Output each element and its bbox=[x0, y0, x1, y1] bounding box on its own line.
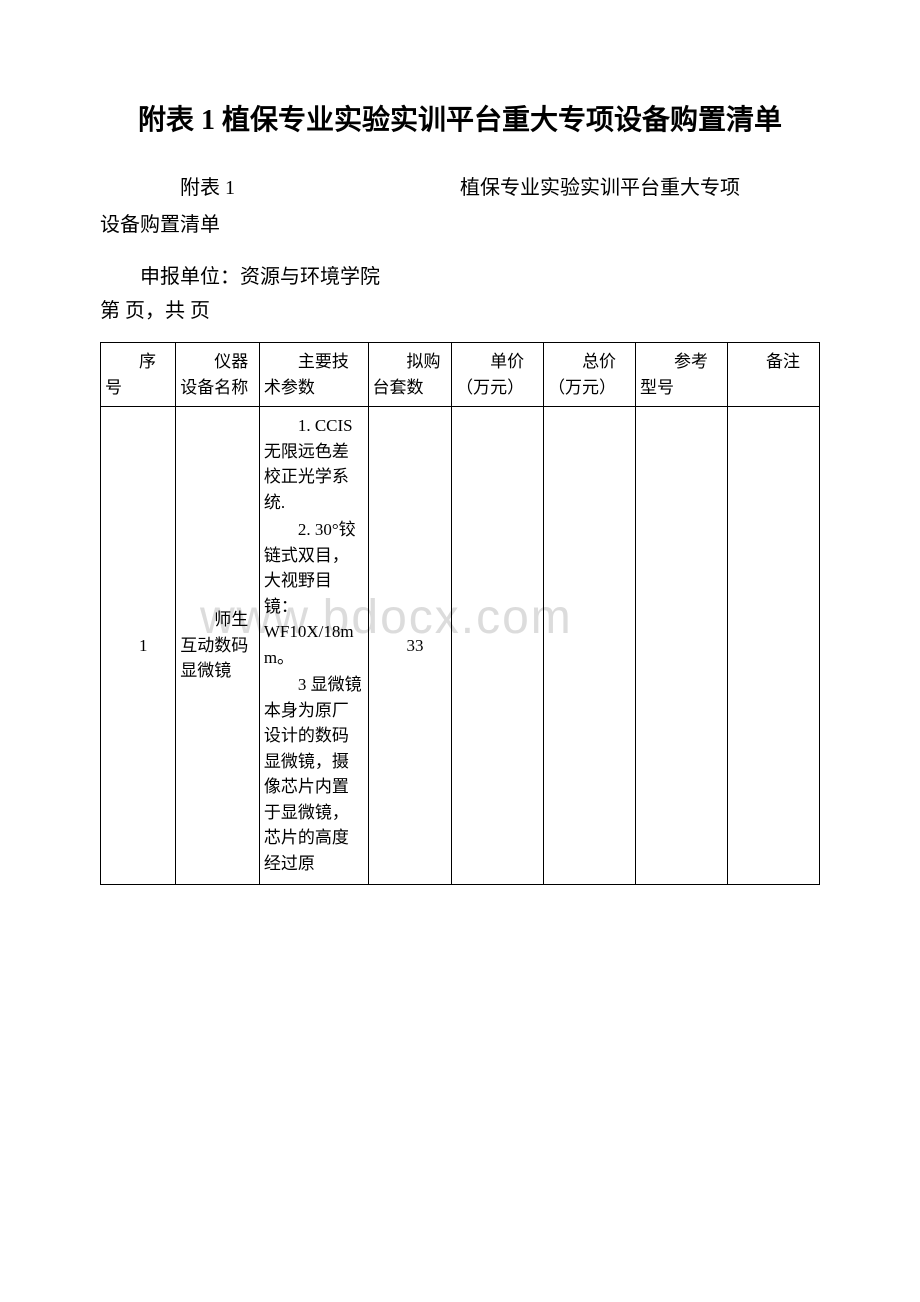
tech-item: 2. 30°铰链式双目，大视野目镜：WF10X/18mm。 bbox=[264, 517, 364, 670]
cell-tech: 1. CCIS无限远色差校正光学系统. 2. 30°铰链式双目，大视野目镜：WF… bbox=[259, 407, 368, 885]
subtitle-left: 附表 1 bbox=[140, 172, 235, 204]
header-name: 仪器设备名称 bbox=[176, 343, 260, 407]
header-note: 备注 bbox=[727, 343, 819, 407]
cell-model bbox=[636, 407, 728, 885]
header-qty: 拟购台套数 bbox=[368, 343, 452, 407]
header-tech: 主要技术参数 bbox=[259, 343, 368, 407]
header-seq: 序号 bbox=[101, 343, 176, 407]
equipment-table: 序号 仪器设备名称 主要技术参数 拟购台套数 单价（万元） 总价（万元） 参考型… bbox=[100, 342, 820, 885]
tech-item: 1. CCIS无限远色差校正光学系统. bbox=[264, 413, 364, 515]
cell-total-price bbox=[544, 407, 636, 885]
header-unit-price: 单价（万元） bbox=[452, 343, 544, 407]
header-model: 参考型号 bbox=[636, 343, 728, 407]
cell-seq: 1 bbox=[101, 407, 176, 885]
org-line: 申报单位：资源与环境学院 bbox=[100, 261, 820, 293]
document-title: 附表 1 植保专业实验实训平台重大专项设备购置清单 bbox=[100, 100, 820, 142]
cell-name: 师生互动数码显微镜 bbox=[176, 407, 260, 885]
cell-unit-price bbox=[452, 407, 544, 885]
subtitle-line2: 设备购置清单 bbox=[100, 209, 820, 241]
subtitle-right: 植保专业实验实训平台重大专项 bbox=[420, 172, 740, 204]
cell-note bbox=[727, 407, 819, 885]
table-header-row: 序号 仪器设备名称 主要技术参数 拟购台套数 单价（万元） 总价（万元） 参考型… bbox=[101, 343, 820, 407]
subtitle-row: 附表 1 植保专业实验实训平台重大专项 bbox=[100, 172, 820, 204]
document-content: 附表 1 植保专业实验实训平台重大专项设备购置清单 附表 1 植保专业实验实训平… bbox=[100, 100, 820, 885]
header-total-price: 总价（万元） bbox=[544, 343, 636, 407]
page-line: 第 页，共 页 bbox=[100, 295, 820, 327]
cell-qty: 33 bbox=[368, 407, 452, 885]
tech-item: 3 显微镜本身为原厂设计的数码显微镜，摄像芯片内置于显微镜，芯片的高度经过原 bbox=[264, 672, 364, 876]
table-row: 1 师生互动数码显微镜 1. CCIS无限远色差校正光学系统. 2. 30°铰链… bbox=[101, 407, 820, 885]
